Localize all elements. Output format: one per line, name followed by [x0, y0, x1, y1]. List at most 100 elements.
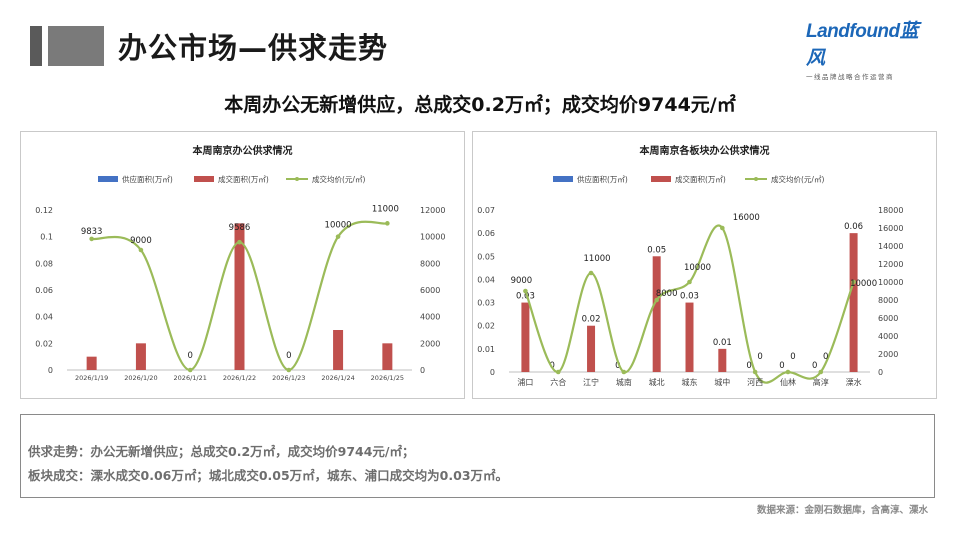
deal-area-bar [86, 356, 97, 370]
legend-swatch-marker [295, 177, 299, 181]
deal-area-bar [135, 343, 146, 370]
title-decoration-bar [30, 26, 42, 66]
avg-price-point [785, 369, 791, 375]
legend-label: 成交均价(元/㎡) [312, 174, 365, 184]
avg-price-point [138, 247, 144, 253]
y-right-tick-label: 16000 [878, 224, 903, 233]
avg-price-point [237, 239, 242, 245]
y-left-tick-label: 0.05 [477, 252, 495, 261]
x-tick-label: 城中 [714, 377, 730, 387]
data-source-note: 数据来源：金刚石数据库，含高淳、溧水 [756, 505, 928, 516]
chart-panel-districts: 本周南京各板块办公供求情况 供应面积(万㎡) 成交面积(万㎡) 成交均价(元/㎡) 0 0… [472, 131, 937, 399]
deal-area-data-label: 0.06 [844, 222, 863, 232]
y-right-tick-label: 0 [420, 366, 425, 375]
avg-price-point [286, 367, 292, 373]
deal-area-bar [521, 302, 530, 372]
deal-area-data-label: 0 [615, 361, 620, 371]
deal-area-bar [652, 256, 661, 372]
y-right-tick-label: 6000 [878, 314, 898, 323]
headline: 本周办公无新增供应，总成交0.2万㎡；成交均价9744元/㎡ [224, 94, 736, 116]
avg-price-data-label: 0 [286, 351, 291, 361]
avg-price-point [818, 369, 824, 375]
x-tick-label: 仙林 [780, 377, 796, 387]
y-left-tick-label: 0.12 [35, 206, 53, 215]
x-tick-label: 高淳 [813, 377, 829, 387]
avg-price-data-label: 10000 [850, 279, 877, 289]
y-right-tick-label: 0 [878, 368, 883, 377]
y-left-tick-label: 0.08 [35, 259, 53, 268]
avg-price-data-label: 9833 [81, 227, 103, 237]
avg-price-data-label: 11000 [372, 204, 399, 214]
deal-area-data-label: 0.02 [582, 315, 601, 325]
y-left-tick-label: 0.02 [477, 322, 495, 331]
legend-label: 供应面积(万㎡) [122, 174, 173, 184]
logo-tagline: 一线品牌战略合作运营商 [806, 73, 894, 81]
y-left-tick-label: 0.07 [477, 206, 495, 215]
deal-area-bar [849, 233, 858, 372]
avg-price-data-label: 9000 [511, 276, 533, 286]
avg-price-point [523, 288, 528, 294]
y-left-tick-label: 0 [490, 368, 495, 377]
y-left-tick-label: 0.04 [35, 313, 53, 322]
logo-name: Landfound蓝风 [806, 21, 919, 69]
legend-swatch [194, 176, 214, 182]
y-left-tick-label: 0 [48, 366, 53, 375]
y-left-tick-label: 0.04 [477, 275, 495, 284]
y-left-tick-label: 0.01 [477, 345, 495, 354]
summary-districts: 板块成交：溧水成交0.06万㎡；城北成交0.05万㎡，城东、浦口成交均为0.03… [28, 468, 509, 483]
y-right-tick-label: 2000 [878, 350, 898, 359]
deal-area-bar [382, 343, 393, 370]
avg-price-point [385, 221, 390, 226]
legend-swatch-marker [754, 177, 758, 181]
avg-price-point [555, 369, 561, 375]
deal-area-data-label: 0 [779, 361, 784, 371]
deal-area-bar [333, 330, 344, 370]
avg-price-point [89, 236, 94, 242]
legend-swatch [98, 176, 118, 182]
avg-price-data-label: 0 [790, 352, 795, 362]
avg-price-data-label: 16000 [733, 213, 760, 223]
avg-price-data-label: 9586 [229, 223, 251, 233]
avg-price-point [687, 279, 692, 285]
deal-area-data-label: 0 [812, 361, 817, 371]
x-tick-label: 2026/1/24 [321, 374, 354, 382]
legend-label: 成交面积(万㎡) [218, 174, 269, 184]
x-tick-label: 2026/1/21 [174, 374, 207, 382]
y-left-tick-label: 0.02 [35, 339, 53, 348]
deal-area-bar [587, 325, 596, 372]
deal-area-data-label: 0 [746, 361, 751, 371]
x-tick-label: 城北 [649, 378, 665, 387]
avg-price-point [335, 234, 341, 239]
y-left-tick-label: 0.03 [477, 299, 495, 308]
y-right-tick-label: 4000 [420, 313, 440, 322]
avg-price-data-label: 9000 [130, 236, 152, 246]
page-title: 办公市场—供求走势 [118, 31, 389, 65]
avg-price-point [851, 279, 856, 285]
chart-title: 本周南京各板块办公供求情况 [640, 144, 770, 157]
x-tick-label: 2026/1/25 [371, 374, 404, 382]
x-tick-label: 浦口 [517, 377, 533, 387]
y-right-tick-label: 10000 [420, 233, 445, 242]
y-left-tick-label: 0.06 [477, 229, 495, 238]
deal-area-bar [685, 302, 694, 372]
y-left-tick-label: 0.1 [40, 233, 53, 242]
x-tick-label: 2026/1/20 [124, 374, 157, 382]
avg-price-point [752, 369, 758, 375]
avg-price-point [621, 369, 627, 375]
x-tick-label: 六合 [550, 377, 566, 387]
legend-label: 成交面积(万㎡) [675, 174, 726, 184]
deal-area-data-label: 0.03 [680, 292, 699, 302]
y-right-tick-label: 4000 [878, 332, 898, 341]
y-right-tick-label: 10000 [878, 278, 903, 287]
x-tick-label: 河西 [747, 377, 763, 387]
avg-price-point [654, 297, 659, 303]
brand-logo: Landfound蓝风 一线品牌战略合作运营商 [806, 16, 936, 81]
x-tick-label: 江宁 [583, 377, 599, 387]
avg-price-point [720, 225, 725, 231]
title-decoration-block [48, 26, 104, 66]
x-tick-label: 2026/1/23 [272, 374, 305, 382]
x-tick-label: 溧水 [846, 377, 862, 387]
chart-title: 本周南京办公供求情况 [193, 144, 293, 157]
y-right-tick-label: 12000 [420, 206, 445, 215]
